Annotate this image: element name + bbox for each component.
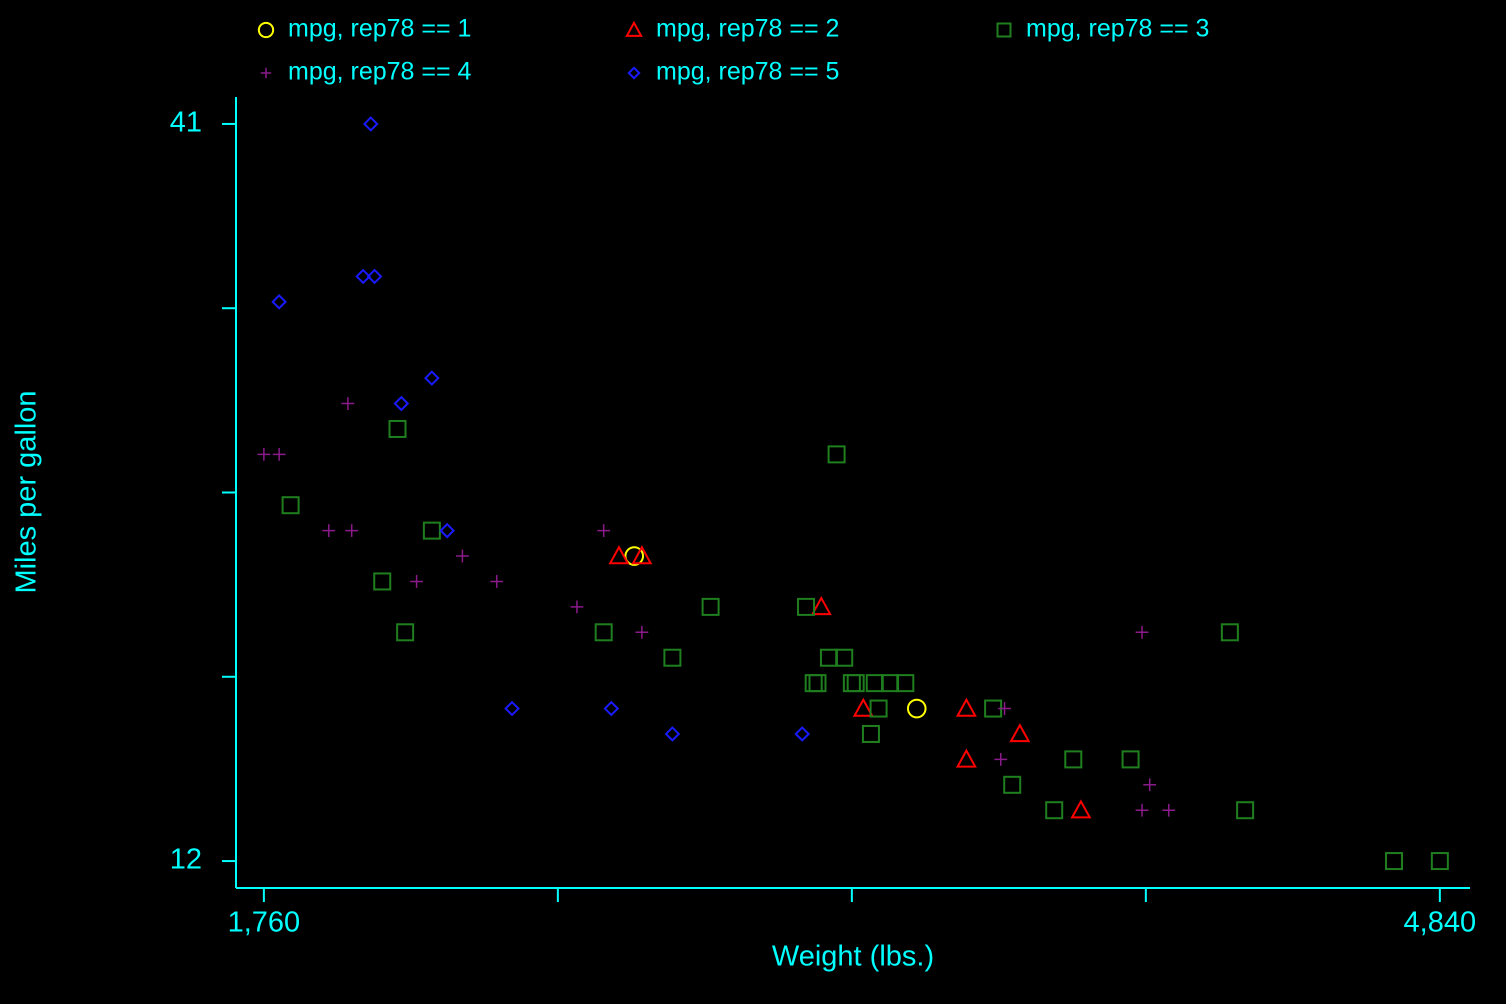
point <box>663 648 682 667</box>
point <box>362 116 379 132</box>
point <box>852 697 874 717</box>
point <box>439 522 455 539</box>
point <box>810 596 832 616</box>
point <box>456 549 469 563</box>
point <box>896 674 915 693</box>
point <box>794 726 811 742</box>
point <box>388 419 407 438</box>
point <box>808 674 827 693</box>
point <box>373 572 392 591</box>
point <box>865 674 884 693</box>
point <box>281 496 300 515</box>
point <box>631 545 653 565</box>
point <box>603 700 620 717</box>
point <box>861 724 880 743</box>
point <box>955 697 977 717</box>
point <box>597 524 611 538</box>
point <box>835 648 854 667</box>
legend-marker <box>627 66 641 80</box>
point <box>594 623 613 642</box>
point <box>1045 801 1064 820</box>
y-axis-title: Miles per gallon <box>11 390 43 593</box>
point <box>257 447 271 461</box>
legend-marker <box>257 21 275 39</box>
point <box>410 575 423 588</box>
point <box>1385 852 1404 871</box>
point <box>341 397 355 410</box>
point <box>846 674 865 693</box>
point <box>1135 625 1149 639</box>
point <box>393 395 410 412</box>
point <box>797 597 816 616</box>
point <box>424 370 440 386</box>
legend-label: mpg, rep78 == 4 <box>288 58 472 86</box>
point <box>1236 801 1255 820</box>
point <box>804 674 823 693</box>
point <box>1135 803 1149 817</box>
legend-marker <box>260 67 272 79</box>
y-tick-label: 41 <box>170 107 202 139</box>
x-axis-title: Weight (lbs.) <box>772 941 934 973</box>
legend-label: mpg, rep78 == 5 <box>656 58 839 86</box>
legend-label: mpg, rep78 == 3 <box>1026 15 1209 43</box>
point <box>1121 750 1140 769</box>
point <box>1220 623 1239 642</box>
y-tick-label: 12 <box>170 844 202 876</box>
legend-label: mpg, rep78 == 1 <box>288 15 471 43</box>
point <box>490 575 504 588</box>
point <box>1143 778 1157 792</box>
point <box>570 600 584 614</box>
point <box>701 597 720 616</box>
point <box>869 699 888 718</box>
legend-label: mpg, rep78 == 2 <box>656 15 839 43</box>
point <box>272 447 286 461</box>
point <box>955 748 977 768</box>
point <box>819 648 838 667</box>
point <box>422 521 441 540</box>
point <box>1070 799 1092 819</box>
point <box>271 294 287 310</box>
point <box>906 698 927 719</box>
point <box>635 625 649 639</box>
point <box>322 524 336 538</box>
point <box>366 268 383 285</box>
point <box>1064 750 1083 769</box>
legend-marker <box>996 22 1012 38</box>
point <box>396 623 415 642</box>
point <box>1003 775 1022 794</box>
point <box>881 674 900 693</box>
point <box>504 700 520 717</box>
point <box>842 674 861 693</box>
point <box>994 752 1008 766</box>
point <box>624 546 645 566</box>
point <box>827 445 846 464</box>
x-tick-label: 1,760 <box>228 907 301 939</box>
point <box>608 545 630 565</box>
point <box>1430 852 1449 871</box>
point <box>664 726 681 742</box>
point <box>355 268 371 285</box>
point <box>1162 803 1176 817</box>
x-tick-label: 4,840 <box>1404 907 1477 939</box>
point <box>998 702 1011 715</box>
point <box>345 524 359 538</box>
legend-marker <box>625 20 643 37</box>
point <box>1009 723 1031 743</box>
